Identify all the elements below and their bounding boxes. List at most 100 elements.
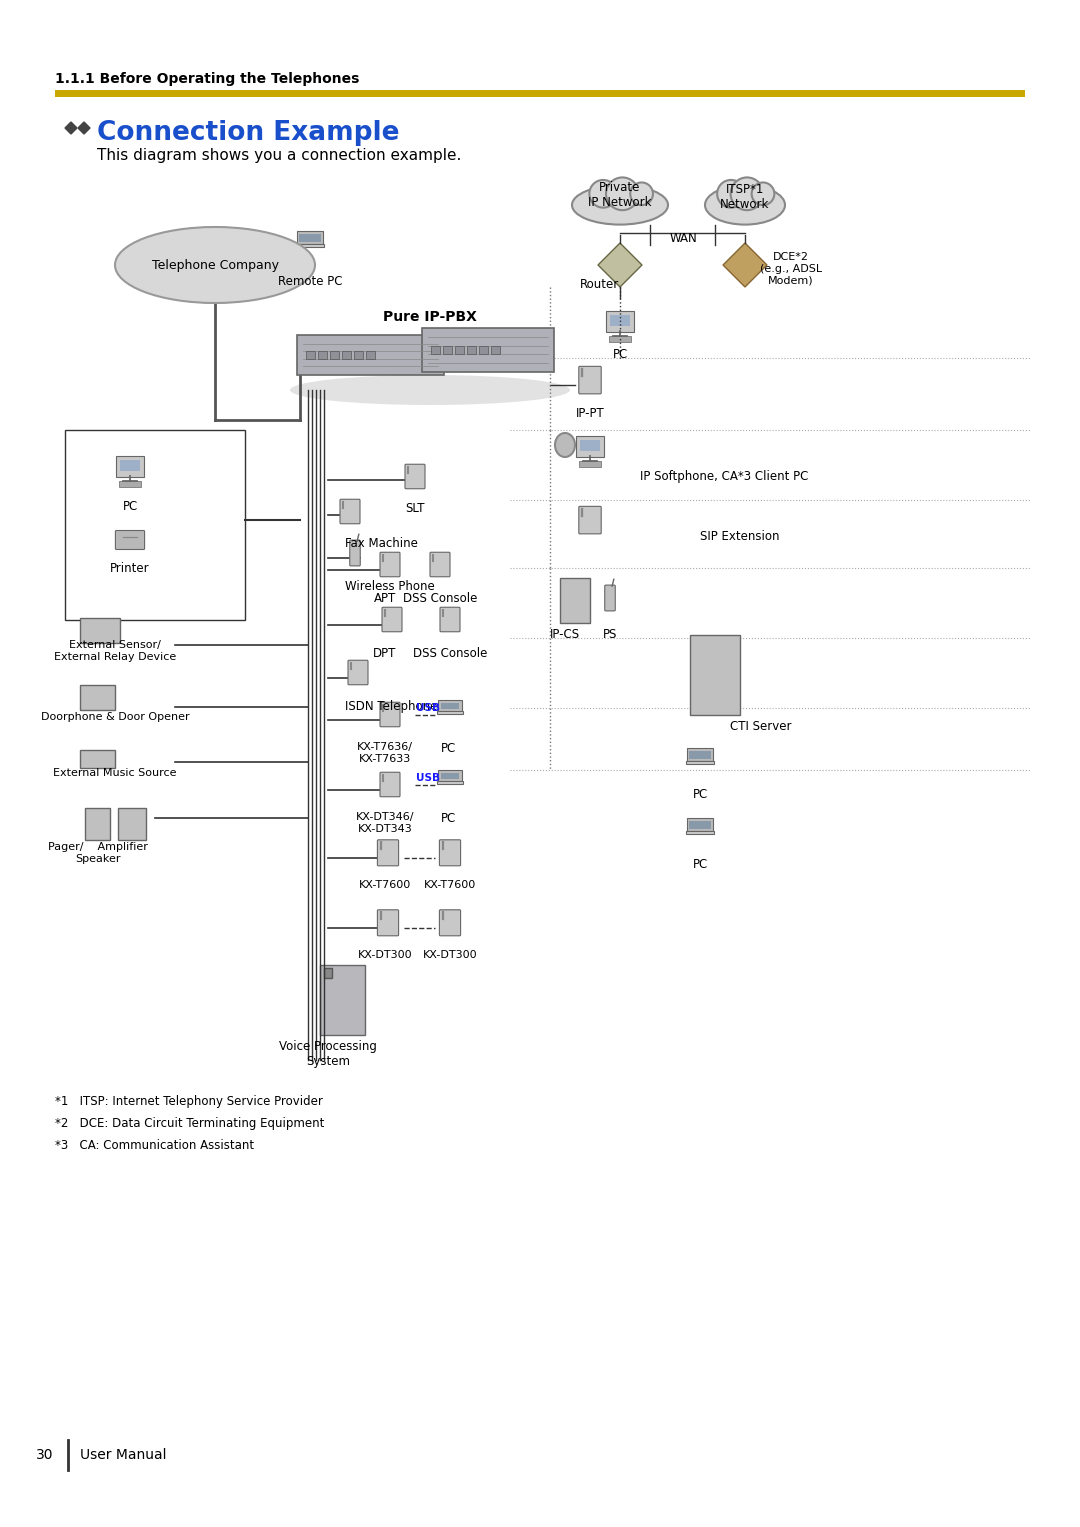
Text: DSS Console: DSS Console xyxy=(413,647,487,660)
Ellipse shape xyxy=(114,228,315,302)
FancyBboxPatch shape xyxy=(561,579,590,623)
Circle shape xyxy=(606,177,638,211)
Text: Remote PC: Remote PC xyxy=(278,275,342,289)
Text: PC: PC xyxy=(441,812,456,825)
Text: PC: PC xyxy=(441,742,456,754)
FancyBboxPatch shape xyxy=(580,440,600,450)
FancyBboxPatch shape xyxy=(318,351,326,359)
Text: KX-DT300: KX-DT300 xyxy=(357,950,413,960)
Text: *1   ITSP: Internet Telephony Service Provider: *1 ITSP: Internet Telephony Service Prov… xyxy=(55,1095,323,1109)
Text: *2   DCE: Data Circuit Terminating Equipment: *2 DCE: Data Circuit Terminating Equipme… xyxy=(55,1116,324,1130)
FancyBboxPatch shape xyxy=(440,910,460,936)
FancyBboxPatch shape xyxy=(609,336,631,342)
Text: KX-T7600: KX-T7600 xyxy=(423,880,476,890)
FancyBboxPatch shape xyxy=(329,351,338,359)
Text: SIP Extension: SIP Extension xyxy=(700,530,780,544)
Ellipse shape xyxy=(705,185,785,224)
Text: IP-CS: IP-CS xyxy=(550,628,580,641)
FancyBboxPatch shape xyxy=(85,808,110,840)
FancyBboxPatch shape xyxy=(377,840,399,866)
Text: Pure IP-PBX: Pure IP-PBX xyxy=(383,310,477,324)
FancyBboxPatch shape xyxy=(340,499,360,524)
FancyBboxPatch shape xyxy=(80,686,114,710)
FancyBboxPatch shape xyxy=(382,608,402,632)
Circle shape xyxy=(752,182,774,205)
FancyBboxPatch shape xyxy=(380,773,400,797)
Text: SLT: SLT xyxy=(405,502,424,515)
FancyBboxPatch shape xyxy=(606,312,634,331)
Text: PC: PC xyxy=(612,348,627,360)
Text: Connection Example: Connection Example xyxy=(97,121,400,147)
FancyBboxPatch shape xyxy=(577,435,604,457)
Text: Pager/    Amplifier
Speaker: Pager/ Amplifier Speaker xyxy=(49,841,148,864)
FancyBboxPatch shape xyxy=(348,660,368,684)
FancyBboxPatch shape xyxy=(405,464,426,489)
Polygon shape xyxy=(598,243,642,287)
FancyBboxPatch shape xyxy=(689,822,711,829)
FancyBboxPatch shape xyxy=(455,347,464,354)
FancyBboxPatch shape xyxy=(341,351,351,359)
Text: APT: APT xyxy=(374,592,396,605)
FancyBboxPatch shape xyxy=(297,334,444,376)
FancyBboxPatch shape xyxy=(441,702,459,710)
Text: PS: PS xyxy=(603,628,617,641)
Text: 1.1.1 Before Operating the Telephones: 1.1.1 Before Operating the Telephones xyxy=(55,72,360,86)
FancyBboxPatch shape xyxy=(441,773,459,779)
FancyBboxPatch shape xyxy=(579,507,602,534)
Text: PC: PC xyxy=(692,788,707,802)
FancyBboxPatch shape xyxy=(686,760,714,764)
Circle shape xyxy=(631,182,653,205)
Text: ISDN Telephone: ISDN Telephone xyxy=(345,699,437,713)
Polygon shape xyxy=(723,243,767,287)
FancyBboxPatch shape xyxy=(480,347,488,354)
FancyBboxPatch shape xyxy=(297,231,323,244)
Circle shape xyxy=(717,180,745,208)
FancyBboxPatch shape xyxy=(686,831,714,834)
Text: External Music Source: External Music Source xyxy=(53,768,177,777)
FancyBboxPatch shape xyxy=(116,530,145,550)
Text: External Sensor/
External Relay Device: External Sensor/ External Relay Device xyxy=(54,640,176,661)
FancyBboxPatch shape xyxy=(430,553,450,577)
FancyBboxPatch shape xyxy=(377,910,399,936)
FancyBboxPatch shape xyxy=(296,244,324,247)
Text: 30: 30 xyxy=(37,1448,54,1461)
Circle shape xyxy=(730,177,764,211)
Text: DPT: DPT xyxy=(374,647,396,660)
FancyBboxPatch shape xyxy=(320,965,365,1035)
FancyBboxPatch shape xyxy=(689,751,711,759)
FancyBboxPatch shape xyxy=(467,347,476,354)
FancyBboxPatch shape xyxy=(687,818,713,831)
FancyBboxPatch shape xyxy=(687,748,713,762)
FancyBboxPatch shape xyxy=(117,457,144,476)
Text: Voice Processing
System: Voice Processing System xyxy=(279,1040,377,1067)
FancyBboxPatch shape xyxy=(605,585,616,611)
FancyBboxPatch shape xyxy=(80,750,114,768)
Text: CTI Server: CTI Server xyxy=(730,721,792,733)
FancyBboxPatch shape xyxy=(350,541,361,567)
Text: IP-PT: IP-PT xyxy=(576,408,605,420)
Text: Router: Router xyxy=(580,278,619,292)
Text: Doorphone & Door Opener: Doorphone & Door Opener xyxy=(41,712,189,722)
FancyBboxPatch shape xyxy=(380,553,400,577)
Text: DCE*2
(e.g., ADSL
Modem): DCE*2 (e.g., ADSL Modem) xyxy=(760,252,822,286)
FancyBboxPatch shape xyxy=(443,347,453,354)
Text: PC: PC xyxy=(122,499,137,513)
Polygon shape xyxy=(65,122,77,134)
FancyBboxPatch shape xyxy=(438,770,462,782)
Ellipse shape xyxy=(291,376,570,405)
Text: KX-DT300: KX-DT300 xyxy=(422,950,477,960)
Circle shape xyxy=(590,180,617,208)
Text: Fax Machine: Fax Machine xyxy=(345,538,418,550)
Text: Wireless Phone: Wireless Phone xyxy=(345,580,435,592)
Text: User Manual: User Manual xyxy=(80,1448,166,1461)
Text: KX-T7636/
KX-T7633: KX-T7636/ KX-T7633 xyxy=(357,742,413,764)
Text: Printer: Printer xyxy=(110,562,150,576)
FancyBboxPatch shape xyxy=(299,234,321,241)
FancyBboxPatch shape xyxy=(437,782,463,785)
Text: ITSP*1
Network: ITSP*1 Network xyxy=(720,183,770,211)
FancyBboxPatch shape xyxy=(610,315,631,325)
Text: Private
IP Network: Private IP Network xyxy=(589,182,651,209)
Ellipse shape xyxy=(555,434,575,457)
FancyBboxPatch shape xyxy=(422,328,554,373)
FancyBboxPatch shape xyxy=(440,840,460,866)
